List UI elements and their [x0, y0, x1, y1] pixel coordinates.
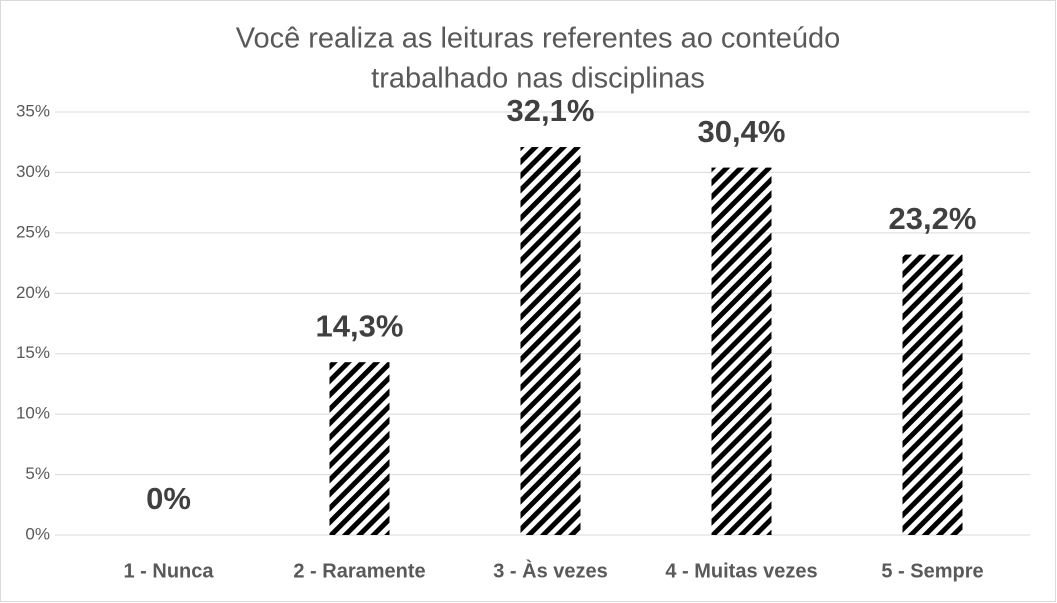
value-label: 23,2% [889, 201, 977, 236]
y-tick-label: 5% [25, 464, 50, 483]
chart-title: trabalhado nas disciplinas [371, 63, 705, 95]
y-tick-label: 10% [16, 404, 50, 423]
y-tick-label: 25% [16, 222, 50, 241]
y-tick-label: 30% [16, 162, 50, 181]
y-tick-label: 15% [16, 343, 50, 362]
x-tick-label: 5 - Sempre [881, 560, 983, 582]
x-tick-label: 1 - Nunca [123, 560, 214, 582]
bar [329, 362, 390, 535]
value-label: 0% [146, 481, 191, 516]
y-tick-label: 20% [16, 283, 50, 302]
bar [711, 167, 772, 535]
bar [520, 147, 581, 535]
x-tick-label: 3 - Às vezes [493, 559, 608, 582]
y-tick-label: 35% [16, 101, 50, 120]
value-label: 32,1% [507, 93, 595, 128]
x-tick-label: 4 - Muitas vezes [665, 560, 817, 582]
value-label: 30,4% [698, 114, 786, 149]
value-label: 14,3% [316, 308, 404, 343]
x-tick-label: 2 - Raramente [293, 560, 425, 582]
bar [902, 254, 963, 535]
chart-title: Você realiza as leituras referentes ao c… [236, 23, 841, 55]
y-tick-label: 0% [25, 524, 50, 543]
